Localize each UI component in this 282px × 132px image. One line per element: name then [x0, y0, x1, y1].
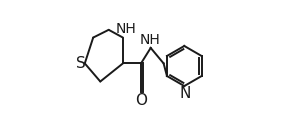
Text: N: N [179, 86, 191, 101]
Text: NH: NH [140, 32, 160, 46]
Text: S: S [76, 56, 85, 71]
Text: O: O [135, 93, 147, 108]
Text: NH: NH [116, 22, 136, 36]
